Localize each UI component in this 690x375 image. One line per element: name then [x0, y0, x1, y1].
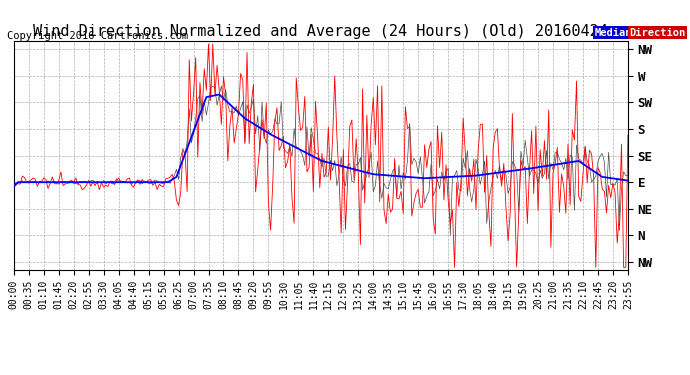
Text: Median: Median — [595, 28, 632, 38]
Text: Copyright 2016 Cartronics.com: Copyright 2016 Cartronics.com — [7, 32, 188, 41]
Title: Wind Direction Normalized and Average (24 Hours) (Old) 20160424: Wind Direction Normalized and Average (2… — [33, 24, 609, 39]
Text: Direction: Direction — [629, 28, 686, 38]
